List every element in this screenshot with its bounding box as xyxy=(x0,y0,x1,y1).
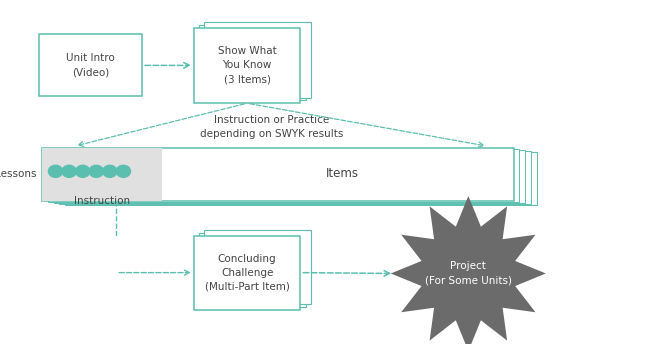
Ellipse shape xyxy=(62,165,76,178)
Text: Lessons: Lessons xyxy=(0,169,37,179)
FancyBboxPatch shape xyxy=(54,150,525,203)
Ellipse shape xyxy=(89,165,103,178)
Text: Unit Intro
(Video): Unit Intro (Video) xyxy=(66,53,115,77)
Ellipse shape xyxy=(103,165,117,178)
Text: Instruction: Instruction xyxy=(74,196,130,206)
Text: Concluding
Challenge
(Multi-Part Item): Concluding Challenge (Multi-Part Item) xyxy=(205,254,289,292)
FancyBboxPatch shape xyxy=(204,230,311,304)
FancyBboxPatch shape xyxy=(59,151,531,204)
Text: Project
(For Some Units): Project (For Some Units) xyxy=(425,261,512,286)
Text: Show What
You Know
(3 Items): Show What You Know (3 Items) xyxy=(218,46,276,84)
FancyBboxPatch shape xyxy=(194,28,300,103)
Text: Instruction or Practice
depending on SWYK results: Instruction or Practice depending on SWY… xyxy=(200,115,343,139)
Ellipse shape xyxy=(48,165,63,178)
FancyBboxPatch shape xyxy=(194,236,300,310)
Text: Items: Items xyxy=(326,167,359,180)
FancyBboxPatch shape xyxy=(199,233,306,307)
FancyBboxPatch shape xyxy=(199,25,306,100)
FancyBboxPatch shape xyxy=(48,149,519,202)
FancyBboxPatch shape xyxy=(204,22,311,98)
FancyBboxPatch shape xyxy=(42,148,514,201)
Ellipse shape xyxy=(116,165,130,178)
FancyBboxPatch shape xyxy=(42,148,162,201)
Polygon shape xyxy=(391,196,546,344)
Ellipse shape xyxy=(76,165,90,178)
FancyBboxPatch shape xyxy=(65,152,537,205)
FancyBboxPatch shape xyxy=(39,34,142,96)
